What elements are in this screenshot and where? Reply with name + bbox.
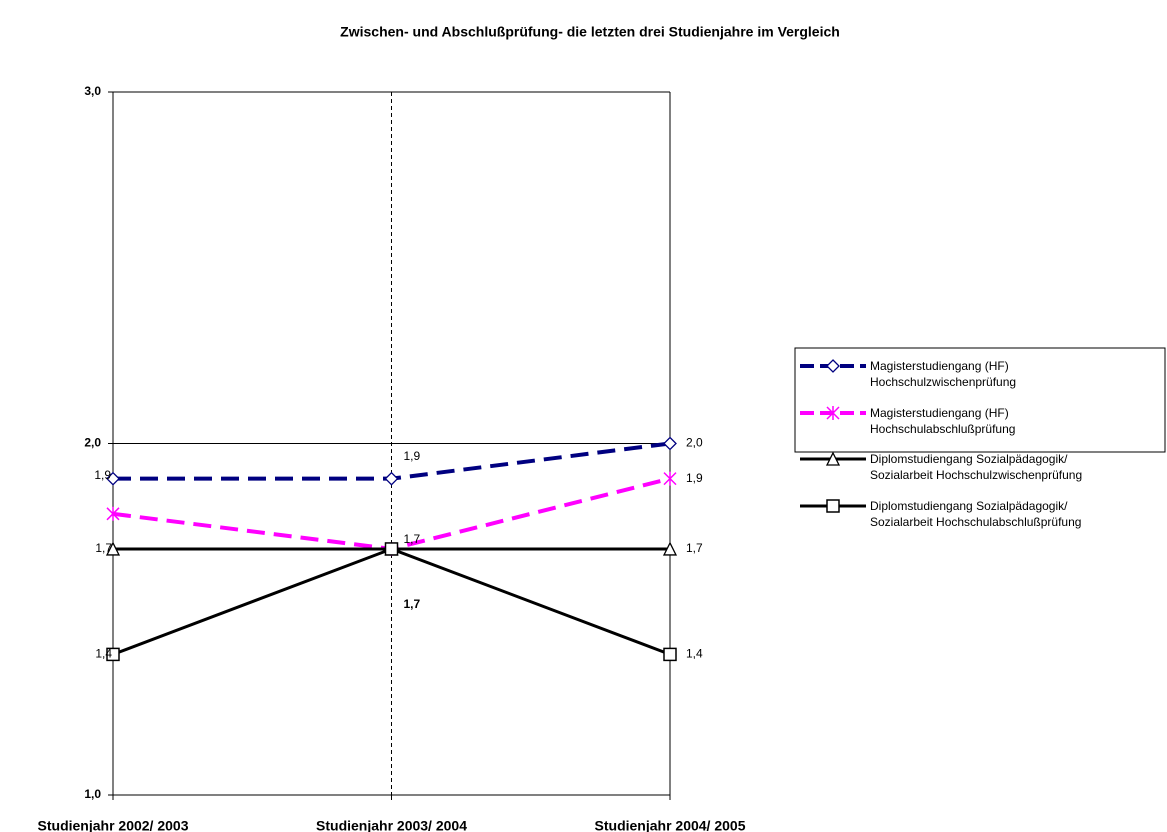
data-label: 2,0	[686, 436, 703, 450]
legend-label: Diplomstudiengang Sozialpädagogik/ Sozia…	[870, 499, 1082, 529]
legend-label: Diplomstudiengang Sozialpädagogik/ Sozia…	[870, 452, 1083, 482]
data-label: 1,7	[404, 532, 421, 546]
y-tick-label: 2,0	[84, 436, 101, 450]
data-label: 1,9	[686, 471, 703, 485]
legend-marker	[825, 451, 841, 466]
data-point	[663, 471, 677, 486]
y-tick-label: 1,0	[84, 787, 101, 801]
data-point	[662, 541, 678, 556]
data-label: 1,7	[95, 541, 112, 555]
data-label: 1,4	[95, 647, 112, 661]
data-point	[105, 541, 121, 556]
data-point	[384, 542, 399, 556]
data-point	[106, 506, 120, 521]
data-label: 1,9	[94, 468, 111, 482]
data-label: 1,7	[686, 541, 703, 555]
data-point	[384, 471, 399, 486]
data-label: 1,9	[404, 449, 421, 463]
legend-marker	[826, 406, 840, 420]
x-tick-label: Studienjahr 2002/ 2003	[38, 818, 189, 832]
x-tick-label: Studienjahr 2003/ 2004	[316, 818, 467, 832]
data-point	[106, 647, 120, 662]
data-point	[106, 471, 120, 486]
legend-box	[794, 347, 1166, 453]
legend-marker	[826, 499, 840, 513]
chart-title: Zwischen- und Abschlußprüfung- die letzt…	[340, 24, 840, 40]
x-tick-label: Studienjahr 2004/ 2005	[595, 818, 746, 832]
legend-label: Magisterstudiengang (HF) Hochschulzwisch…	[870, 359, 1017, 389]
data-point	[663, 436, 677, 451]
legend-marker	[826, 359, 840, 373]
data-point	[663, 647, 677, 662]
legend-label: Magisterstudiengang (HF) Hochschulabschl…	[870, 406, 1016, 436]
data-label: 1,4	[686, 647, 703, 661]
y-tick-label: 3,0	[84, 84, 101, 98]
data-label: 1,7	[404, 597, 421, 611]
